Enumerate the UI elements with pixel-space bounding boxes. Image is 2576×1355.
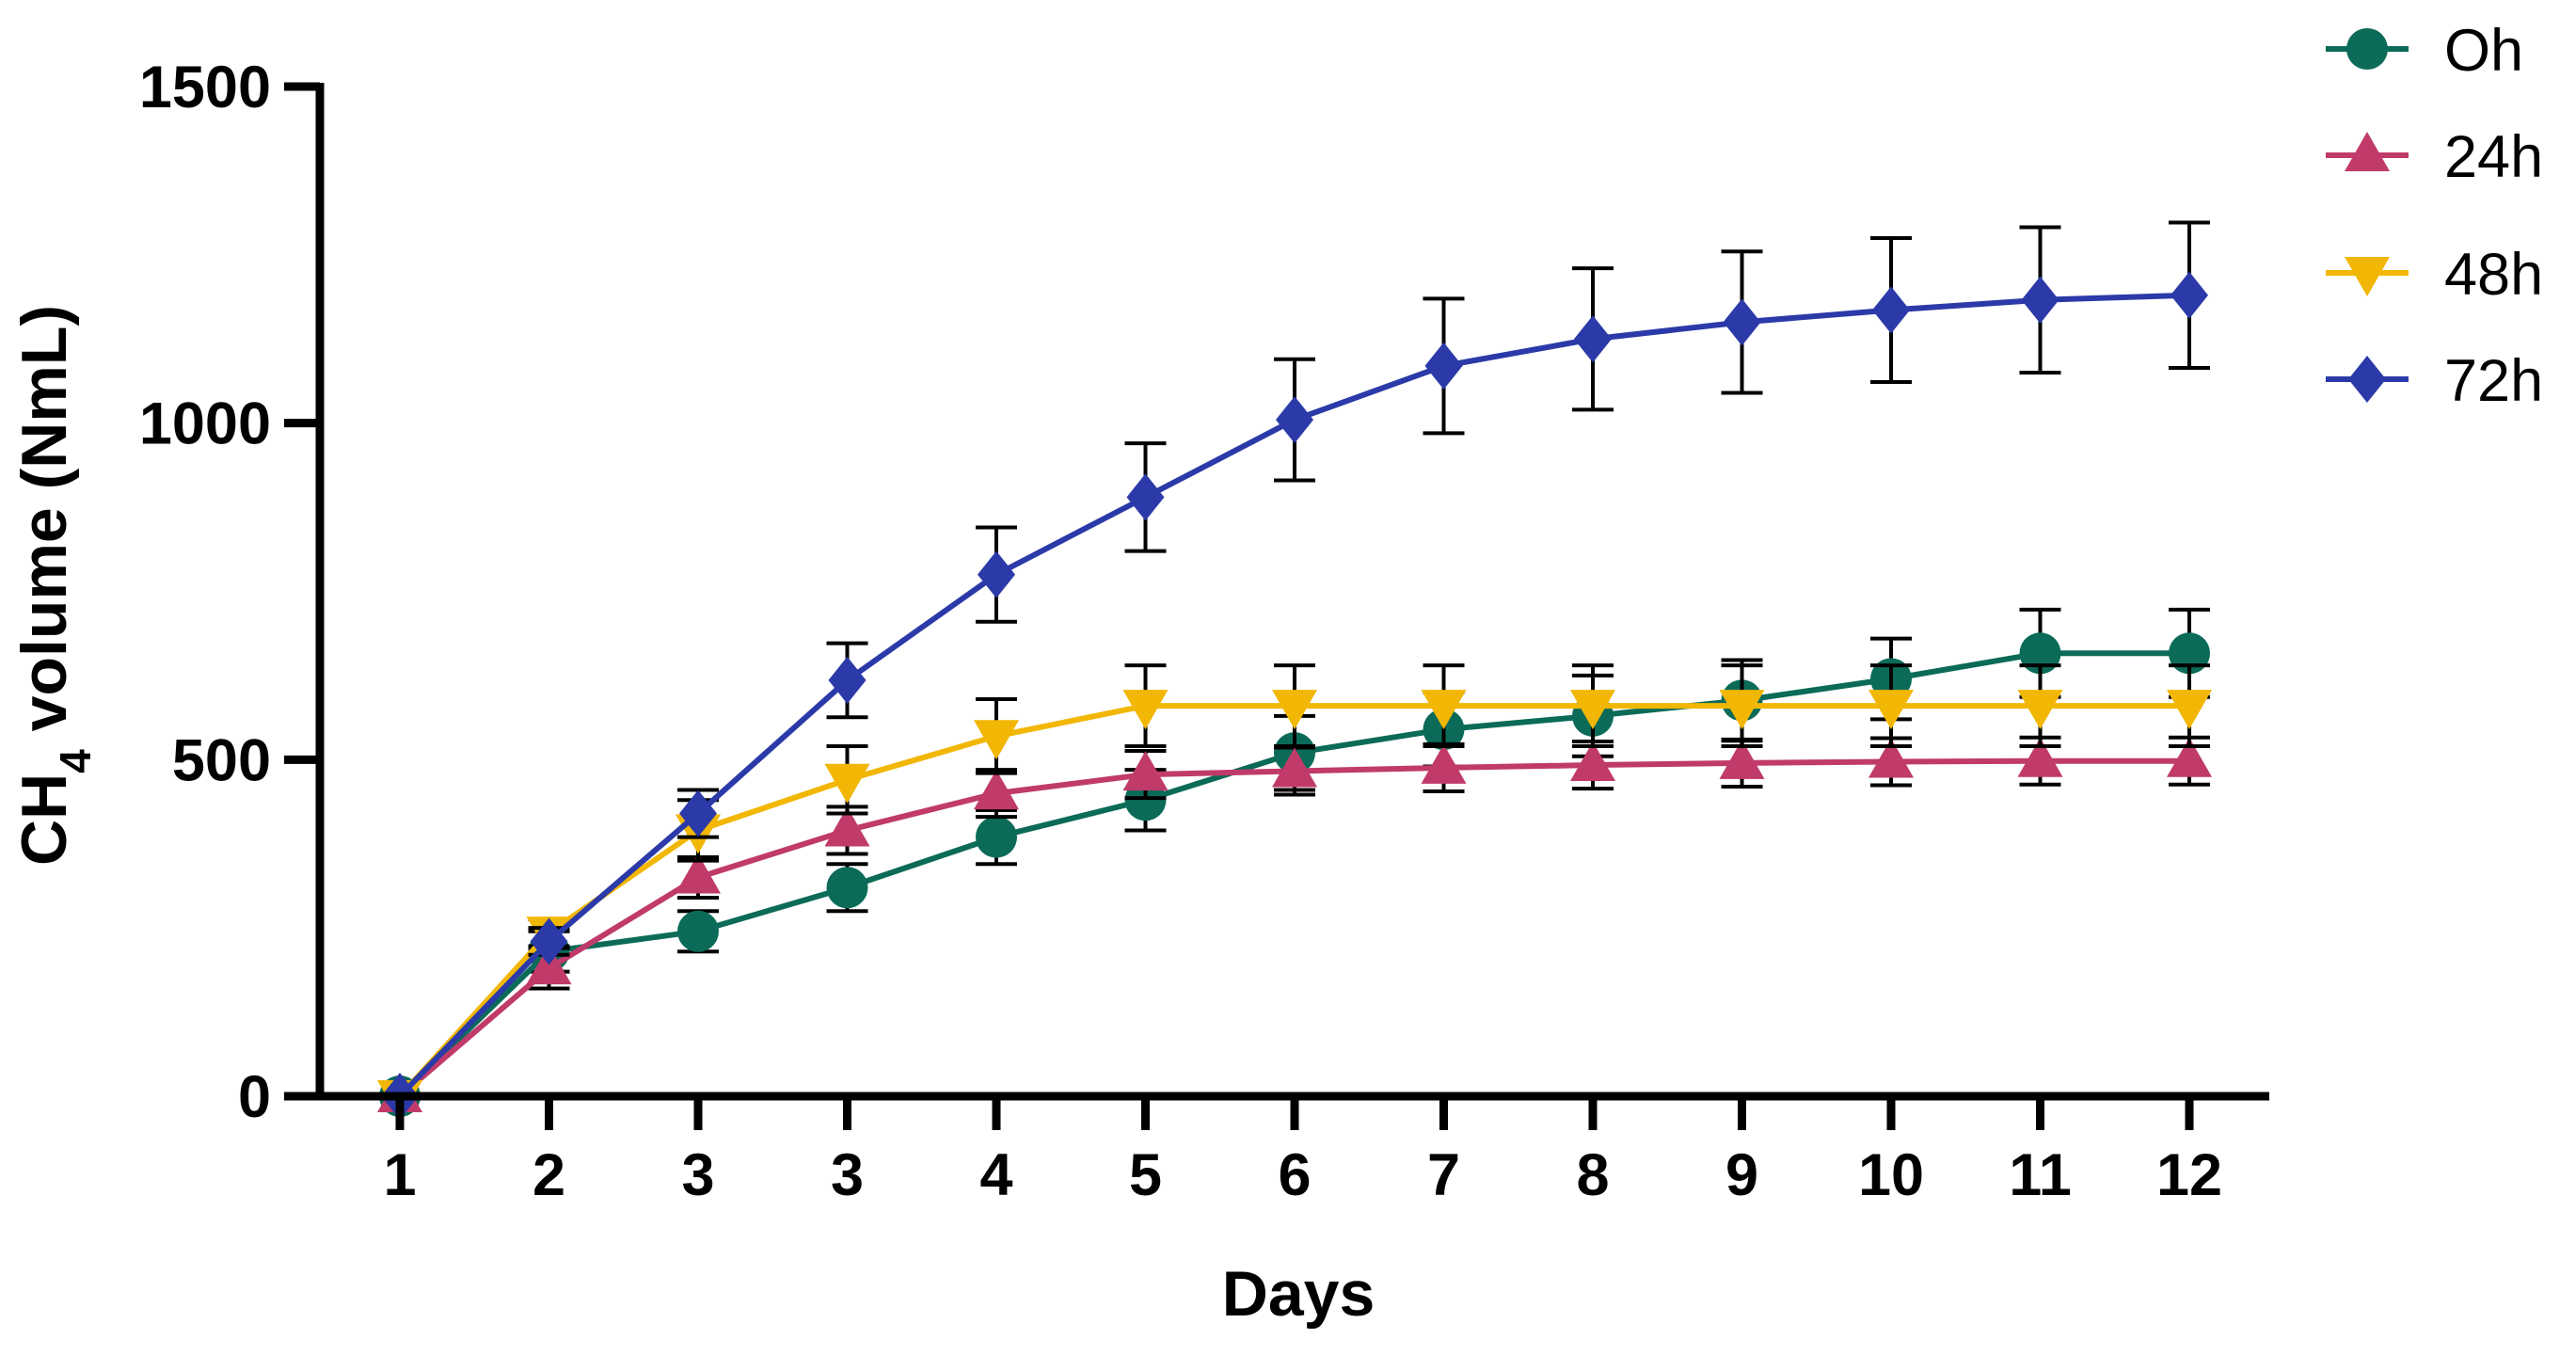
data-point — [1868, 690, 1914, 730]
data-point — [2167, 690, 2212, 730]
data-point — [676, 853, 721, 894]
x-tick-label: 8 — [1576, 1142, 1609, 1208]
data-point — [824, 806, 870, 847]
data-point — [1421, 743, 1467, 784]
data-point — [1574, 315, 1612, 363]
legend: Oh 24h 48h 72h — [2326, 18, 2543, 414]
data-point — [2017, 690, 2063, 730]
x-tick-label: 5 — [1129, 1142, 1162, 1208]
legend-item-oh: Oh — [2326, 18, 2523, 84]
data-point — [1424, 342, 1463, 390]
x-tick-label: 11 — [2009, 1142, 2072, 1208]
y-axis-title-prefix: CH — [8, 773, 80, 866]
data-point — [1122, 751, 1169, 791]
data-point — [2167, 737, 2212, 777]
data-point — [1421, 690, 1467, 730]
data-point — [1272, 690, 1317, 730]
y-axis-title-suffix: volume (NmL) — [8, 305, 80, 749]
data-point — [974, 770, 1019, 810]
y-tick-label: 1000 — [139, 391, 271, 457]
y-axis-title-subscript: 4 — [51, 749, 100, 773]
data-point — [1276, 396, 1313, 444]
series-24h — [377, 735, 2212, 1112]
data-point — [1122, 690, 1169, 730]
y-tick-label: 1500 — [139, 55, 271, 120]
legend-label: 72h — [2444, 348, 2543, 414]
x-tick-label: 10 — [1858, 1142, 1924, 1208]
data-point — [1570, 690, 1615, 730]
data-point — [1126, 473, 1165, 521]
x-tick-label: 7 — [1427, 1142, 1460, 1208]
y-tick-label: 0 — [238, 1064, 271, 1130]
x-tick-label: 1 — [383, 1142, 416, 1208]
legend-item-48h: 48h — [2326, 242, 2543, 308]
data-point — [1570, 741, 1615, 782]
legend-marker — [2345, 132, 2390, 171]
legend-marker — [2345, 257, 2390, 296]
legend-marker — [2348, 356, 2386, 403]
y-axis-title: CH4 volume (NmL) — [8, 305, 100, 866]
x-tick-label: 9 — [1725, 1142, 1758, 1208]
data-point — [1868, 738, 1914, 778]
data-point — [530, 917, 568, 965]
legend-label: 24h — [2444, 124, 2543, 190]
data-point — [677, 910, 719, 952]
data-point — [826, 867, 868, 909]
x-tick-label: 4 — [979, 1142, 1012, 1208]
x-axis-title: Days — [1222, 1258, 1375, 1330]
y-tick-label: 500 — [172, 727, 271, 793]
data-point — [824, 763, 870, 804]
data-point — [679, 789, 717, 837]
series-48h — [377, 663, 2212, 1120]
legend-item-72h: 72h — [2326, 348, 2543, 414]
legend-label: 48h — [2444, 242, 2543, 308]
data-point — [976, 816, 1017, 858]
legend-marker — [2346, 28, 2388, 70]
x-tick-label: 6 — [1278, 1142, 1311, 1208]
series-line — [398, 757, 2189, 1099]
data-point — [828, 656, 867, 704]
data-point — [1723, 298, 1761, 346]
data-point — [1872, 286, 1910, 334]
data-point — [1272, 747, 1317, 788]
x-tick-label: 2 — [533, 1142, 565, 1208]
data-point — [2021, 276, 2059, 324]
series-layer — [377, 220, 2212, 1120]
data-point — [978, 550, 1015, 598]
data-point — [974, 720, 1019, 760]
data-point — [1719, 739, 1765, 779]
data-point — [2171, 271, 2208, 319]
x-tick-label: 3 — [681, 1142, 714, 1208]
x-tick-label: 12 — [2156, 1142, 2222, 1208]
data-point — [1719, 690, 1765, 730]
legend-label: Oh — [2444, 18, 2523, 84]
data-point — [2017, 737, 2063, 777]
legend-item-24h: 24h — [2326, 124, 2543, 190]
x-tick-label: 3 — [831, 1142, 864, 1208]
